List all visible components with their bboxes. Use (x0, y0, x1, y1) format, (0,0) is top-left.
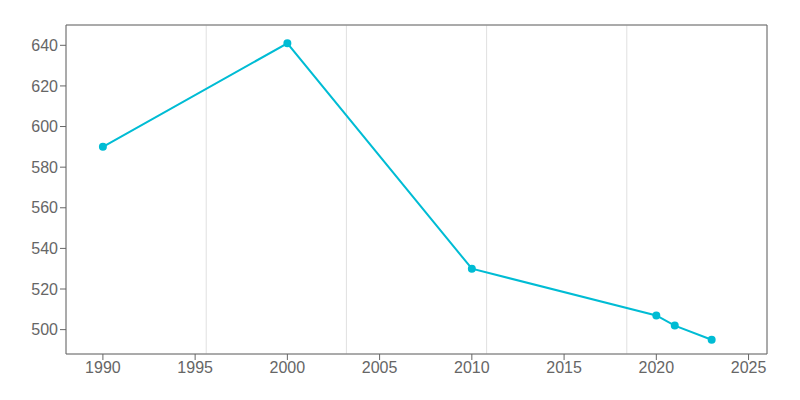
svg-text:2000: 2000 (270, 359, 306, 376)
svg-text:2020: 2020 (639, 359, 675, 376)
svg-text:620: 620 (31, 78, 58, 95)
svg-text:540: 540 (31, 240, 58, 257)
svg-text:2010: 2010 (454, 359, 490, 376)
svg-text:640: 640 (31, 37, 58, 54)
svg-text:2025: 2025 (731, 359, 767, 376)
svg-text:580: 580 (31, 159, 58, 176)
svg-text:2015: 2015 (546, 359, 582, 376)
svg-text:1990: 1990 (85, 359, 121, 376)
svg-text:500: 500 (31, 321, 58, 338)
svg-text:600: 600 (31, 118, 58, 135)
svg-text:560: 560 (31, 199, 58, 216)
svg-text:1995: 1995 (177, 359, 213, 376)
svg-text:2005: 2005 (362, 359, 398, 376)
svg-text:520: 520 (31, 281, 58, 298)
